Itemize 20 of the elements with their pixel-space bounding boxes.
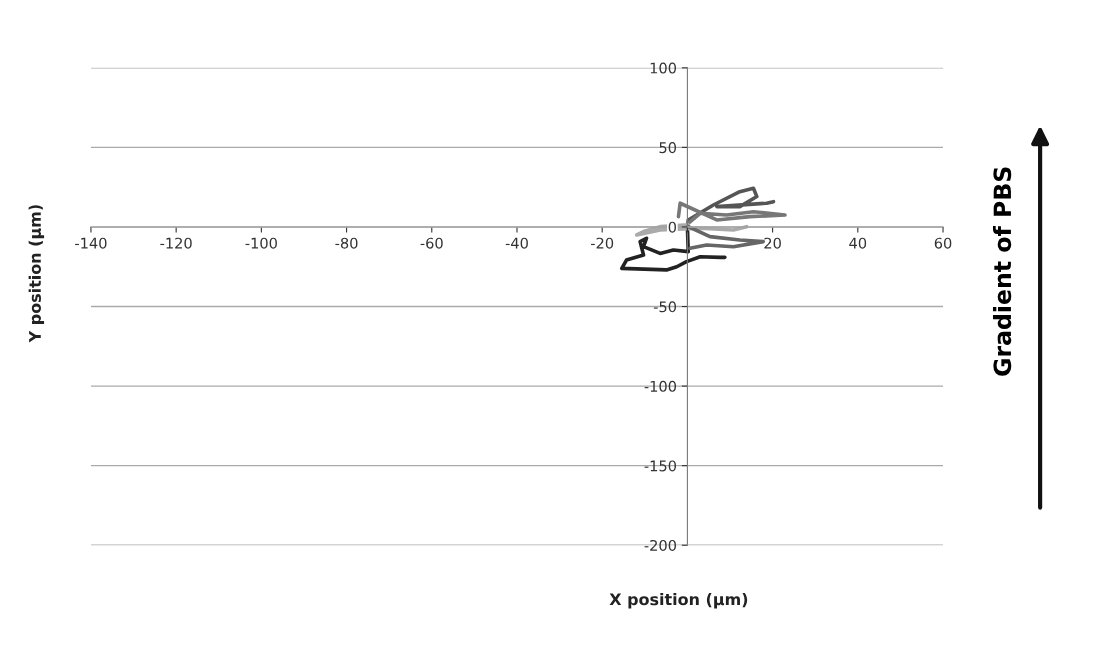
x-tick-label: -100 (245, 237, 277, 249)
y-tick-label: 100 (650, 62, 677, 74)
x-tick-label: 40 (849, 237, 867, 249)
x-tick-label: 60 (934, 237, 952, 249)
x-tick-label: -120 (160, 237, 192, 249)
y-tick-label: -200 (644, 539, 677, 551)
text: Gradient of PBS (992, 167, 1012, 376)
y-tick-label: -50 (653, 301, 677, 313)
x-tick-label: -140 (75, 237, 107, 249)
y-tick-label: 0 (668, 221, 677, 233)
y-tick-label: 50 (659, 142, 677, 154)
x-tick-label: -80 (335, 237, 358, 249)
y-axis-title: Y position (µm) (28, 205, 45, 343)
x-tick-label: 20 (764, 237, 781, 249)
x-axis-title: X position (µm) (609, 592, 748, 609)
x-tick-label: -20 (591, 237, 614, 249)
y-tick-label: -100 (644, 380, 677, 392)
y-tick-label: -150 (644, 460, 677, 472)
x-tick-label: -60 (420, 237, 443, 249)
x-tick-label: -40 (505, 237, 528, 249)
